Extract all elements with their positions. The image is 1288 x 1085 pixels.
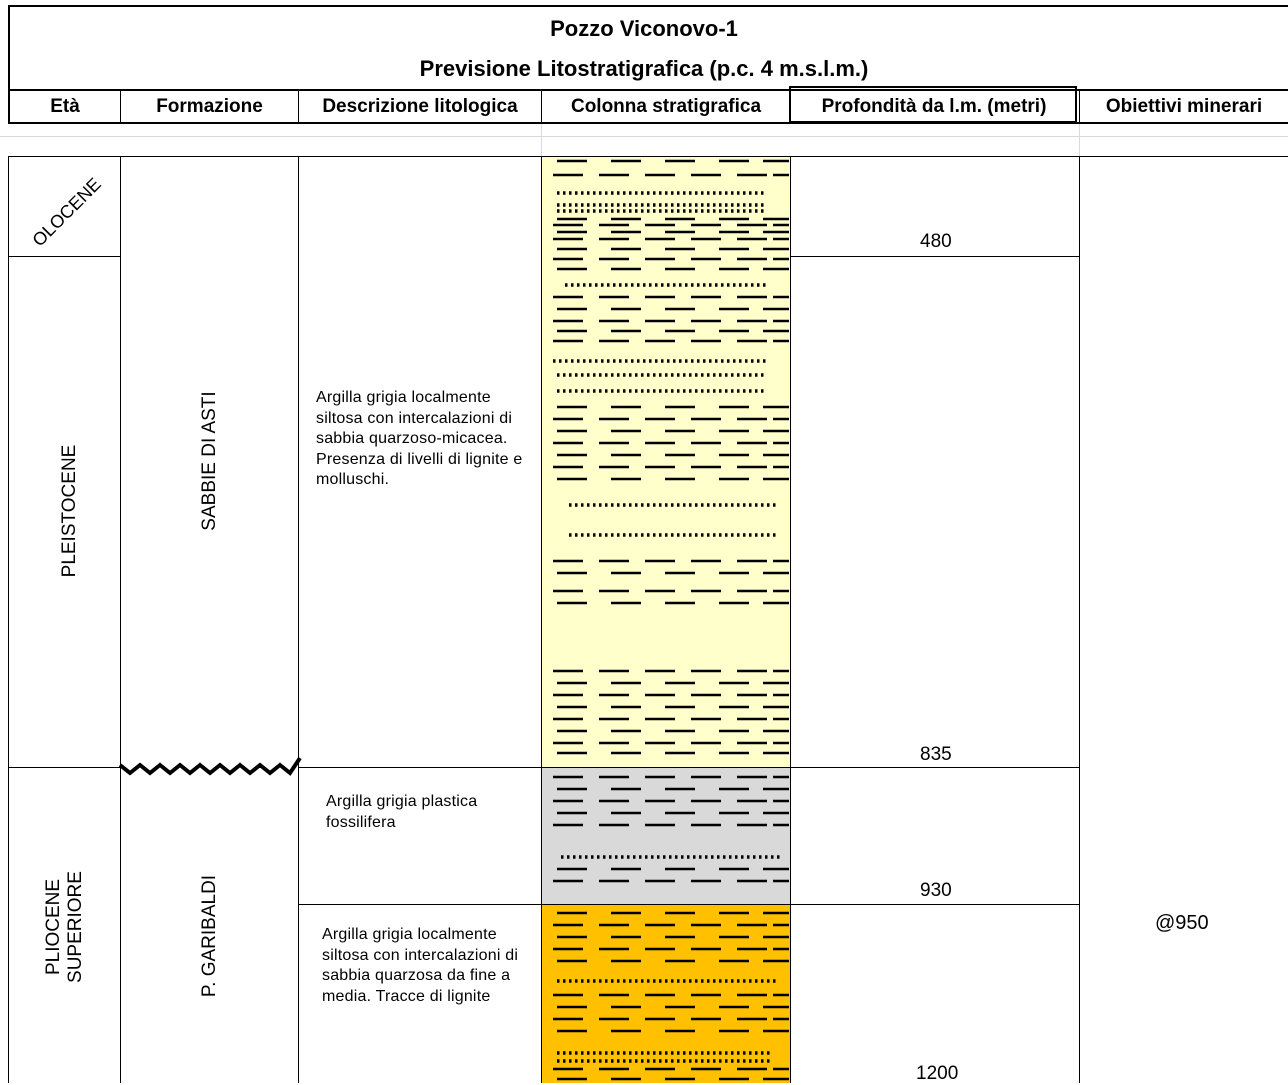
boundary-835	[8, 767, 121, 768]
table-border	[8, 5, 10, 124]
table-border	[541, 89, 542, 124]
description-sabbie: Argilla grigia localmente siltosa con in…	[316, 389, 523, 488]
table-border	[8, 122, 1288, 124]
lithology-patterns	[551, 159, 791, 1081]
formation-p-garibaldi: P. GARIBALDI	[199, 874, 220, 998]
table-border	[298, 89, 299, 124]
table-border	[8, 5, 1288, 7]
age-pliocene-superiore: PLIOCENE SUPERIORE	[43, 857, 87, 997]
boundary-930	[298, 904, 1080, 905]
gridline	[541, 123, 542, 157]
depth-930: 930	[920, 880, 952, 901]
header-colonna: Colonna stratigrafica	[570, 96, 762, 117]
boundary-480	[8, 256, 121, 257]
forecast-subtitle: Previsione Litostratigrafica (p.c. 4 m.s…	[419, 56, 869, 81]
table-border	[1079, 156, 1080, 1083]
age-pleistocene: PLEISTOCENE	[59, 444, 80, 578]
table-border	[8, 89, 1288, 91]
formation-sabbie-di-asti: SABBIE DI ASTI	[199, 391, 220, 531]
table-border	[120, 156, 121, 1083]
table-border	[8, 156, 1288, 157]
boundary-835	[298, 767, 1080, 768]
gridline	[0, 136, 1288, 137]
objective-950: @950	[1155, 912, 1209, 934]
header-obiettivi: Obiettivi minerari	[1105, 96, 1263, 117]
well-title: Pozzo Viconovo-1	[550, 16, 738, 41]
table-border	[298, 156, 299, 1083]
table-border	[790, 156, 791, 1083]
table-border	[1079, 89, 1080, 124]
table-border	[541, 156, 542, 1083]
depth-480: 480	[920, 231, 952, 252]
depth-header-box	[789, 86, 1077, 123]
header-descrizione: Descrizione litologica	[322, 96, 518, 117]
sand-dots	[553, 191, 781, 1063]
boundary-480	[790, 256, 1080, 257]
clay-dashes	[551, 159, 791, 1081]
unconformity-zigzag	[118, 756, 302, 776]
table-border	[8, 156, 9, 1083]
gridline	[1079, 123, 1080, 157]
header-formazione: Formazione	[156, 96, 263, 117]
age-pliocene-line1: PLIOCENE	[43, 878, 64, 976]
header-profondita: Profondità da l.m. (metri)	[821, 96, 1047, 117]
header-eta: Età	[50, 96, 80, 117]
depth-835: 835	[920, 744, 952, 765]
age-olocene: OLOCENE	[28, 173, 105, 251]
description-plastica: Argilla grigia plastica fossilifera	[326, 793, 478, 831]
description-garibaldi: Argilla grigia localmente siltosa con in…	[322, 926, 519, 1005]
depth-1200: 1200	[916, 1063, 959, 1084]
table-border	[120, 89, 121, 124]
age-pliocene-line2: SUPERIORE	[65, 871, 86, 983]
